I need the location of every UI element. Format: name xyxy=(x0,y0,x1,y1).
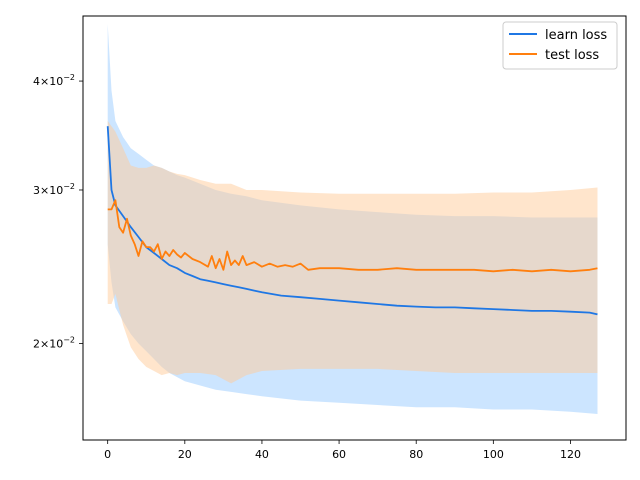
legend: learn loss test loss xyxy=(502,21,618,70)
x-tick-label: 120 xyxy=(560,448,581,461)
band-layer xyxy=(107,24,598,414)
test-loss-band xyxy=(107,121,598,384)
legend-label-learn-loss: learn loss xyxy=(545,28,607,43)
test-loss-line xyxy=(107,199,598,273)
y-axis: 2×10−2 3×10−2 4×10−2 xyxy=(33,73,83,350)
x-tick-label: 0 xyxy=(104,448,111,461)
line-layer xyxy=(106,126,598,316)
x-tick-label: 20 xyxy=(178,448,192,461)
y-tick-label: 4×10−2 xyxy=(33,73,75,88)
plot-frame xyxy=(82,15,627,441)
x-tick-label: 40 xyxy=(255,448,269,461)
x-tick-label: 60 xyxy=(332,448,346,461)
x-axis: 0 20 40 60 80 100 120 xyxy=(104,440,581,461)
x-tick-label: 100 xyxy=(483,448,504,461)
learn-loss-line xyxy=(106,126,598,316)
legend-label-test-loss: test loss xyxy=(545,48,599,63)
y-tick-label: 2×10−2 xyxy=(33,335,75,350)
x-tick-label: 80 xyxy=(409,448,423,461)
y-tick-label: 3×10−2 xyxy=(33,182,75,197)
